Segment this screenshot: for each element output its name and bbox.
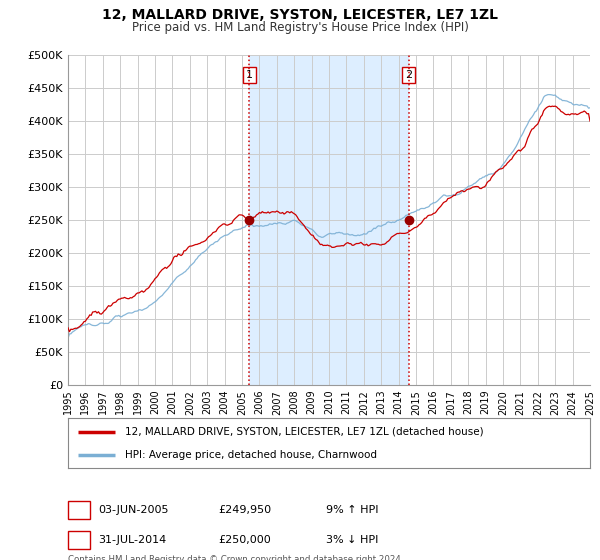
- Text: 31-JUL-2014: 31-JUL-2014: [98, 535, 166, 545]
- Text: 2: 2: [75, 534, 83, 547]
- Text: 3% ↓ HPI: 3% ↓ HPI: [326, 535, 379, 545]
- Bar: [250, 55, 409, 385]
- Text: 2: 2: [405, 70, 412, 80]
- Text: 1: 1: [246, 70, 253, 80]
- Text: 9% ↑ HPI: 9% ↑ HPI: [326, 505, 379, 515]
- Text: £249,950: £249,950: [218, 505, 271, 515]
- Text: 12, MALLARD DRIVE, SYSTON, LEICESTER, LE7 1ZL (detached house): 12, MALLARD DRIVE, SYSTON, LEICESTER, LE…: [125, 427, 484, 436]
- Text: Contains HM Land Registry data © Crown copyright and database right 2024.
This d: Contains HM Land Registry data © Crown c…: [68, 555, 404, 560]
- Text: Price paid vs. HM Land Registry's House Price Index (HPI): Price paid vs. HM Land Registry's House …: [131, 21, 469, 34]
- Text: 1: 1: [75, 503, 83, 516]
- Text: 12, MALLARD DRIVE, SYSTON, LEICESTER, LE7 1ZL: 12, MALLARD DRIVE, SYSTON, LEICESTER, LE…: [102, 8, 498, 22]
- Text: HPI: Average price, detached house, Charnwood: HPI: Average price, detached house, Char…: [125, 450, 377, 460]
- Text: £250,000: £250,000: [218, 535, 271, 545]
- Text: 03-JUN-2005: 03-JUN-2005: [98, 505, 169, 515]
